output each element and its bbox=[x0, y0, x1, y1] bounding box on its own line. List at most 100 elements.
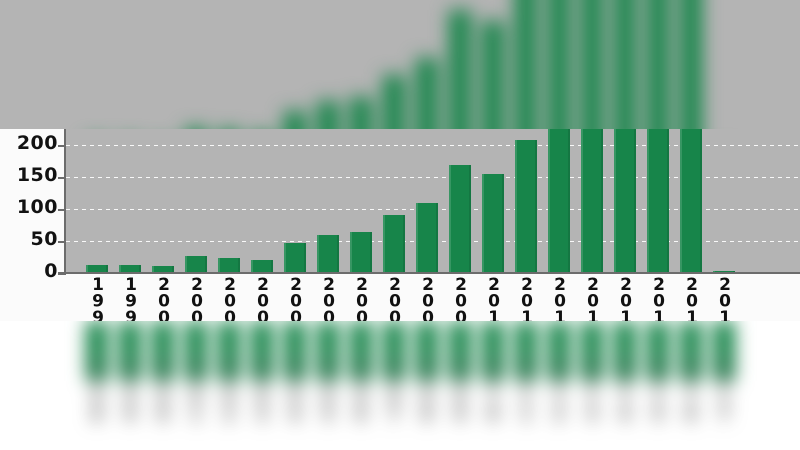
blurred-bar-base-2014 bbox=[614, 321, 636, 381]
blurred-bar-2008 bbox=[416, 58, 438, 129]
blurred-bar-2013 bbox=[581, 0, 603, 129]
blurred-bar-2016 bbox=[680, 0, 702, 129]
blurred-bar-base-2008 bbox=[416, 321, 438, 381]
x-axis-label-2002: 2002 bbox=[220, 275, 240, 321]
x-axis-label-2016: 2016 bbox=[682, 275, 702, 321]
bar-2007 bbox=[383, 215, 405, 273]
blurred-bar-base-2003 bbox=[251, 321, 273, 381]
y-axis-tick-label: 200 bbox=[16, 132, 58, 154]
x-axis-label-2001: 2001 bbox=[187, 275, 207, 321]
gridline bbox=[66, 177, 800, 178]
bar-2001 bbox=[185, 256, 207, 273]
blurred-bar-base-2012 bbox=[548, 321, 570, 381]
blurred-bar-2007 bbox=[383, 75, 405, 129]
y-axis-tick-mark bbox=[58, 145, 66, 147]
blurred-backdrop-top bbox=[0, 0, 800, 129]
blurred-bar-base-1998 bbox=[86, 321, 108, 381]
bar-1999 bbox=[119, 264, 141, 273]
x-axis-label-2014: 2014 bbox=[616, 275, 636, 321]
y-axis-tick-label: 50 bbox=[30, 228, 58, 250]
x-axis-label-2006: 2006 bbox=[352, 275, 372, 321]
blurred-bar-2009 bbox=[449, 10, 471, 129]
blurred-x-label-2004: 2004 bbox=[285, 355, 305, 423]
blurred-bar-base-2006 bbox=[350, 321, 372, 381]
blurred-x-label-2012: 2012 bbox=[549, 355, 569, 423]
y-axis-tick-mark bbox=[58, 241, 66, 243]
y-axis-tick-label: 0 bbox=[44, 260, 58, 282]
blurred-bar-base-2015 bbox=[647, 321, 669, 381]
bar-2003 bbox=[251, 260, 273, 273]
blurred-x-label-2015: 2015 bbox=[648, 355, 668, 423]
blurred-x-label-2014: 2014 bbox=[615, 355, 635, 423]
bar-1998 bbox=[86, 264, 108, 273]
x-axis-label-2004: 2004 bbox=[286, 275, 306, 321]
bar-2012 bbox=[548, 129, 570, 273]
blurred-x-label-2003: 2003 bbox=[252, 355, 272, 423]
blurred-x-label-2013: 2013 bbox=[582, 355, 602, 423]
x-axis-label-2011: 2011 bbox=[517, 275, 537, 321]
blurred-backdrop-bottom: 1998 1999 2000 2001 2002 2003 2004 2005 2006 2007… bbox=[0, 321, 800, 450]
blurred-bar-base-2016 bbox=[680, 321, 702, 381]
blurred-bars-bottom bbox=[0, 321, 800, 381]
blurred-x-label-2006: 2006 bbox=[351, 355, 371, 423]
blurred-bar-base-2010 bbox=[482, 321, 504, 381]
blurred-bar-2004 bbox=[284, 110, 306, 129]
plot-area bbox=[66, 129, 800, 273]
blurred-x-label-2011: 2011 bbox=[516, 355, 536, 423]
blurred-bar-base-2002 bbox=[218, 321, 240, 381]
y-axis-line bbox=[64, 129, 66, 274]
blurred-bar-2005 bbox=[317, 100, 339, 129]
blurred-bar-2011 bbox=[515, 0, 537, 129]
blurred-x-label-2007: 2007 bbox=[384, 355, 404, 423]
bar-2015 bbox=[647, 129, 669, 273]
blurred-x-label-2017: 2017 bbox=[714, 355, 734, 423]
y-axis-tick-mark bbox=[58, 273, 66, 275]
x-axis-label-2003: 2003 bbox=[253, 275, 273, 321]
bar-series bbox=[66, 129, 800, 273]
blurred-x-label-2010: 2010 bbox=[483, 355, 503, 423]
blurred-bar-2001 bbox=[185, 128, 207, 129]
gridline bbox=[66, 145, 800, 146]
blurred-bar-2014 bbox=[614, 0, 636, 129]
blurred-bar-2012 bbox=[548, 0, 570, 129]
blurred-bar-base-2011 bbox=[515, 321, 537, 381]
y-axis-tick-label: 150 bbox=[16, 164, 58, 186]
x-axis-label-1998: 1998 bbox=[88, 275, 108, 321]
bar-2008 bbox=[416, 202, 438, 273]
y-axis-tick-mark bbox=[58, 177, 66, 179]
x-axis-label-2009: 2009 bbox=[451, 275, 471, 321]
blurred-x-label-2005: 2005 bbox=[318, 355, 338, 423]
x-axis-label-2012: 2012 bbox=[550, 275, 570, 321]
blurred-year-labels-bottom: 1998 1999 2000 2001 2002 2003 2004 2005 2006 2007… bbox=[0, 355, 800, 450]
blurred-x-label-2016: 2016 bbox=[681, 355, 701, 423]
x-axis-label-2007: 2007 bbox=[385, 275, 405, 321]
x-axis-label-2017: 2017 bbox=[715, 275, 735, 321]
bar-2004 bbox=[284, 242, 306, 273]
blurred-bar-base-2005 bbox=[317, 321, 339, 381]
x-axis-label-2015: 2015 bbox=[649, 275, 669, 321]
x-axis-label-2008: 2008 bbox=[418, 275, 438, 321]
x-axis-label-2005: 2005 bbox=[319, 275, 339, 321]
x-axis-label-2013: 2013 bbox=[583, 275, 603, 321]
blurred-bar-base-2000 bbox=[152, 321, 174, 381]
blurred-bar-2006 bbox=[350, 96, 372, 129]
blurred-x-label-2002: 2002 bbox=[219, 355, 239, 423]
blurred-x-label-2001: 2001 bbox=[186, 355, 206, 423]
blurred-bars-top bbox=[0, 0, 800, 129]
blurred-bar-base-2001 bbox=[185, 321, 207, 381]
blurred-bar-base-2013 bbox=[581, 321, 603, 381]
bar-2016 bbox=[680, 129, 702, 273]
bar-2011 bbox=[515, 139, 537, 273]
bar-2014 bbox=[614, 129, 636, 273]
bar-chart: 0 50 100 150 200 1998 1999 2000 2001 2002 2003 200… bbox=[0, 129, 800, 321]
bar-2013 bbox=[581, 129, 603, 273]
blurred-bar-base-1999 bbox=[119, 321, 141, 381]
x-axis-label-1999: 1999 bbox=[121, 275, 141, 321]
blurred-bar-base-2007 bbox=[383, 321, 405, 381]
bar-2000 bbox=[152, 265, 174, 273]
bar-2006 bbox=[350, 232, 372, 273]
bar-2010 bbox=[482, 173, 504, 273]
x-axis-line bbox=[58, 272, 800, 274]
blurred-x-label-1998: 1998 bbox=[87, 355, 107, 423]
